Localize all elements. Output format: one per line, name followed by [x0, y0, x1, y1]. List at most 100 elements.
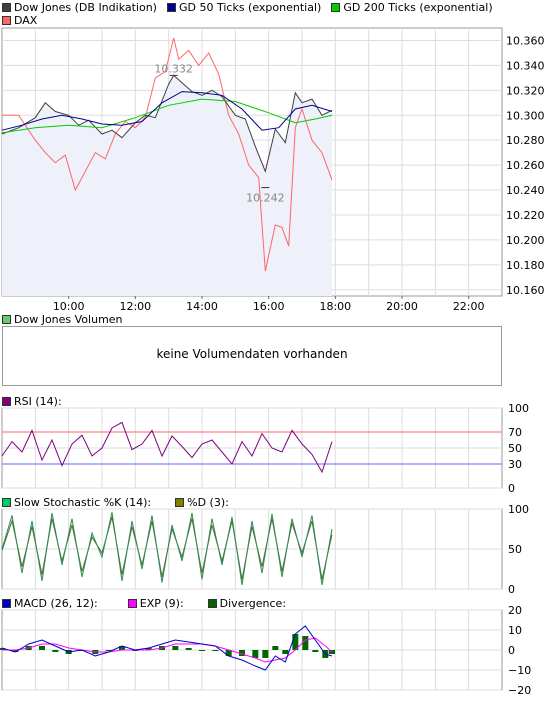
price-legend-row-2: DAX — [2, 14, 47, 27]
legend-label-gd200: GD 200 Ticks (exponential) — [343, 0, 493, 14]
divergence-bar — [292, 634, 299, 650]
rsi-y-tick-label: 0 — [508, 482, 515, 495]
divergence-bar — [239, 650, 245, 656]
legend-swatch-rsi — [2, 396, 11, 406]
price-y-tick-label: 10.320 — [506, 84, 545, 97]
volume-legend-row: Dow Jones Volumen — [2, 313, 133, 326]
divergence-bar — [105, 650, 112, 651]
divergence-bar — [212, 650, 219, 651]
legend-exp: EXP (9): — [127, 596, 184, 610]
annotation-label-0: 10.332 — [154, 62, 193, 75]
series-line-dax-1 — [2, 37, 333, 272]
divergence-bar — [0, 648, 5, 650]
legend-volume: Dow Jones Volumen — [2, 313, 123, 326]
legend-swatch-dax — [2, 15, 11, 25]
price-y-tick-label: 10.260 — [506, 159, 545, 172]
rsi-legend-row: RSI (14): — [2, 395, 72, 408]
price-y-tick-label: 10.200 — [506, 234, 545, 247]
legend-label-stoch-d: %D (3): — [187, 495, 229, 509]
macd-y-tick-label: 20 — [508, 604, 522, 617]
legend-dax: DAX — [2, 14, 37, 27]
legend-rsi: RSI (14): — [2, 395, 62, 408]
legend-swatch-exp — [127, 598, 137, 608]
price-x-tick-label: 18:00 — [319, 300, 351, 313]
price-chart: 10.360 10.340 10.320 10.300 10.280 10.260 10.2… — [1, 27, 545, 313]
divergence-bar — [302, 636, 309, 650]
macd-y-tick-label: −20 — [508, 684, 531, 697]
price-x-tick-label: 20:00 — [386, 300, 418, 313]
legend-label-dow-jones: Dow Jones (DB Indikation) — [14, 0, 157, 14]
legend-swatch-gd50 — [166, 2, 176, 12]
macd-series-line-0 — [1, 625, 333, 671]
legend-stoch-d: %D (3): — [175, 496, 229, 509]
price-x-tick-label: 16:00 — [253, 300, 285, 313]
rsi-series-line — [1, 421, 333, 474]
legend-label-stoch-k: Slow Stochastic %K (14): — [14, 495, 152, 509]
rsi-y-tick-label: 50 — [508, 442, 522, 455]
divergence-bar — [272, 646, 279, 650]
legend-label-rsi: RSI (14): — [14, 394, 62, 408]
stochastic-legend-row: Slow Stochastic %K (14): %D (3): — [2, 496, 239, 509]
legend-swatch-volume — [2, 314, 11, 324]
legend-label-gd50: GD 50 Ticks (exponential) — [178, 0, 322, 14]
divergence-bar — [262, 650, 269, 658]
divergence-bar — [199, 650, 205, 651]
price-y-tick-label: 10.220 — [506, 209, 545, 222]
price-y-tick-label: 10.360 — [506, 34, 545, 47]
legend-label-macd: MACD (26, 12): — [14, 596, 98, 610]
divergence-bar — [145, 648, 152, 650]
divergence-bar — [252, 650, 259, 658]
annotation-label-1: 10.242 — [246, 192, 285, 205]
series-line-gd-2 — [1, 91, 333, 131]
legend-swatch-gd200 — [331, 2, 341, 12]
divergence-bar — [119, 646, 125, 650]
legend-divergence: Divergence: — [207, 596, 287, 610]
price-y-tick-label: 10.300 — [506, 109, 545, 122]
legend-label-divergence: Divergence: — [219, 596, 287, 610]
volume-panel: keine Volumendaten vorhanden — [2, 326, 502, 386]
rsi-y-tick-label: 70 — [508, 426, 522, 439]
legend-gd200: GD 200 Ticks (exponential) — [331, 0, 493, 14]
price-y-tick-label: 10.280 — [506, 134, 545, 147]
stoch-y-tick-label: 100 — [508, 503, 529, 516]
macd-y-tick-label: 0 — [508, 644, 515, 657]
legend-label-exp: EXP (9): — [139, 596, 184, 610]
divergence-bar — [282, 650, 289, 654]
divergence-bar — [185, 648, 192, 650]
stochastic-series-line-1 — [1, 512, 333, 586]
volume-empty-message: keine Volumendaten vorhanden — [156, 347, 348, 361]
legend-swatch-stoch-k — [2, 497, 11, 507]
price-y-tick-label: 10.340 — [506, 59, 545, 72]
legend-swatch-stoch-d — [175, 497, 185, 507]
price-y-tick-label: 10.240 — [506, 184, 545, 197]
divergence-bar — [312, 650, 319, 652]
stoch-y-tick-label: 0 — [508, 583, 515, 596]
legend-label-dax: DAX — [14, 13, 38, 27]
price-x-tick-label: 22:00 — [453, 300, 485, 313]
divergence-bar — [172, 646, 179, 650]
price-legend-row-1: Dow Jones (DB Indikation) GD 50 Ticks (e… — [2, 0, 503, 14]
price-x-tick-label: 10:00 — [53, 300, 85, 313]
legend-label-volume: Dow Jones Volumen — [14, 312, 123, 326]
legend-dow-jones: Dow Jones (DB Indikation) — [2, 1, 157, 14]
divergence-bar — [39, 646, 45, 650]
legend-stoch-k: Slow Stochastic %K (14): — [2, 496, 151, 509]
stoch-y-tick-label: 50 — [508, 543, 522, 556]
price-x-tick-label: 12:00 — [119, 300, 151, 313]
legend-swatch-dow-jones — [2, 2, 11, 12]
legend-gd50: GD 50 Ticks (exponential) — [166, 0, 322, 14]
rsi-y-tick-label: 100 — [508, 402, 529, 415]
macd-y-tick-label: 10 — [508, 624, 522, 637]
series-line-gd-3 — [1, 98, 333, 134]
macd-series-line-1 — [2, 637, 333, 663]
divergence-bar — [225, 650, 232, 656]
rsi-y-tick-label: 30 — [508, 458, 522, 471]
macd-legend-row: MACD (26, 12): EXP (9): Divergence: — [2, 596, 296, 610]
divergence-bar — [52, 650, 59, 652]
legend-swatch-macd — [2, 598, 11, 608]
price-x-tick-label: 14:00 — [186, 300, 218, 313]
price-y-tick-label: 10.160 — [506, 284, 545, 297]
